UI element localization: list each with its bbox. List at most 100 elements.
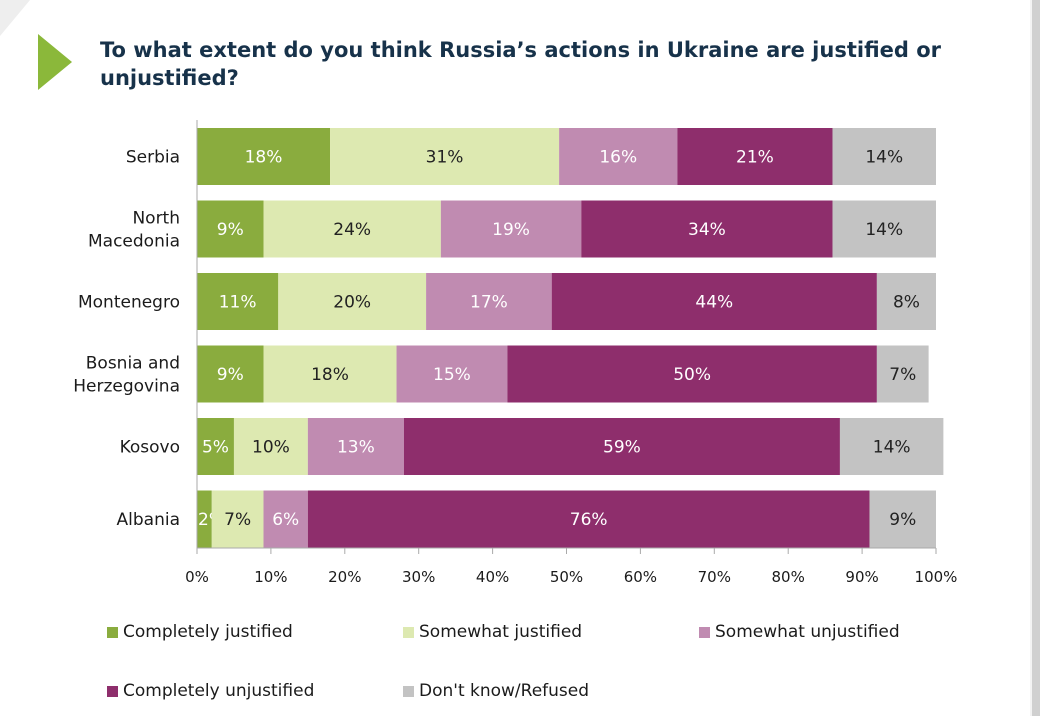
bar-bosnia-and-herzegovina-somewhat-justified <box>263 345 397 403</box>
bar-montenegro-don-t-know-refused <box>876 273 936 330</box>
legend-swatch <box>699 626 710 638</box>
legend-swatch <box>107 685 118 697</box>
data-label-serbia-don-t-know-refused: 14% <box>865 148 903 168</box>
data-label-montenegro-somewhat-unjustified: 17% <box>470 293 508 313</box>
slide-frame-border <box>1032 0 1040 716</box>
data-label-montenegro-somewhat-justified: 20% <box>333 293 371 313</box>
bar-kosovo-completely-justified <box>197 418 234 475</box>
bar-albania-somewhat-justified <box>211 490 264 548</box>
bar-serbia-completely-justified <box>197 128 331 185</box>
legend-item-somewhat-unjustified: Somewhat unjustified <box>699 622 900 642</box>
bar-kosovo-somewhat-unjustified <box>307 418 404 475</box>
legend-label: Somewhat justified <box>419 622 583 642</box>
bar-serbia-somewhat-justified <box>330 128 560 185</box>
bar-bosnia-and-herzegovina-somewhat-unjustified <box>396 345 508 403</box>
bar-kosovo-don-t-know-refused <box>839 418 944 475</box>
x-tick-label: 80% <box>772 568 805 586</box>
legend-swatch <box>403 626 414 638</box>
data-label-north-macedonia-somewhat-justified: 24% <box>333 220 371 240</box>
data-label-montenegro-completely-unjustified: 44% <box>695 293 733 313</box>
data-label-bosnia-and-herzegovina-completely-unjustified: 50% <box>673 365 711 385</box>
x-tick-label: 50% <box>550 568 583 586</box>
arrow-play-icon <box>38 34 72 90</box>
category-label-line: Albania <box>117 510 180 530</box>
bar-bosnia-and-herzegovina-don-t-know-refused <box>876 345 929 403</box>
x-tick-label: 10% <box>254 568 287 586</box>
bar-albania-completely-unjustified <box>307 490 870 548</box>
data-label-bosnia-and-herzegovina-somewhat-unjustified: 15% <box>433 365 471 385</box>
category-label-line: Serbia <box>126 148 180 168</box>
bar-montenegro-somewhat-unjustified <box>426 273 552 330</box>
category-label-line: Bosnia and <box>86 354 180 374</box>
bar-bosnia-and-herzegovina-completely-unjustified <box>507 345 877 403</box>
bar-serbia-somewhat-unjustified <box>559 128 678 185</box>
data-label-montenegro-completely-justified: 11% <box>219 293 257 313</box>
bar-albania-completely-justified <box>197 490 212 548</box>
legend-item-completely-justified: Completely justified <box>107 622 293 642</box>
legend-swatch <box>107 626 118 638</box>
bar-serbia-completely-unjustified <box>677 128 833 185</box>
x-tick-label: 60% <box>624 568 657 586</box>
legend-item-completely-unjustified: Completely unjustified <box>107 681 314 701</box>
bar-north-macedonia-don-t-know-refused <box>832 200 936 258</box>
slide-frame-inner <box>1030 0 1032 716</box>
x-tick-label: 0% <box>185 568 209 586</box>
bar-bosnia-and-herzegovina-completely-justified <box>197 345 264 403</box>
data-label-north-macedonia-don-t-know-refused: 14% <box>865 220 903 240</box>
chart-title: To what extent do you think Russia’s act… <box>100 38 942 90</box>
legend-label: Completely unjustified <box>123 681 315 701</box>
corner-decoration <box>0 0 72 90</box>
bar-albania-don-t-know-refused <box>869 490 936 548</box>
data-label-kosovo-completely-unjustified: 59% <box>603 438 641 458</box>
category-label-line: Kosovo <box>120 438 180 458</box>
category-label-bosnia-and-herzegovina: Bosnia and Herzegovina <box>73 354 180 397</box>
data-label-montenegro-don-t-know-refused: 8% <box>893 293 920 313</box>
data-label-kosovo-somewhat-justified: 10% <box>252 438 290 458</box>
x-tick-label: 70% <box>698 568 731 586</box>
category-label-serbia: Serbia <box>126 148 180 168</box>
bar-north-macedonia-completely-justified <box>197 200 264 258</box>
category-label-north-macedonia: North Macedonia <box>88 209 180 252</box>
category-label-line: North <box>132 209 180 229</box>
data-label-north-macedonia-completely-unjustified: 34% <box>688 220 726 240</box>
data-label-albania-completely-unjustified: 76% <box>570 510 608 530</box>
data-label-bosnia-and-herzegovina-completely-justified: 9% <box>217 365 244 385</box>
data-label-kosovo-completely-justified: 5% <box>202 438 229 458</box>
x-tick-label: 40% <box>476 568 509 586</box>
data-label-serbia-somewhat-justified: 31% <box>426 148 464 168</box>
x-tick-label: 100% <box>915 568 958 586</box>
legend-label: Somewhat unjustified <box>715 622 900 642</box>
category-label-line: Macedonia <box>88 232 180 252</box>
bar-albania-somewhat-unjustified <box>263 490 308 548</box>
bar-kosovo-completely-unjustified <box>403 418 840 475</box>
bar-serbia-don-t-know-refused <box>832 128 936 185</box>
corner-fold-shape <box>0 0 30 36</box>
bar-north-macedonia-somewhat-unjustified <box>440 200 582 258</box>
bar-montenegro-somewhat-justified <box>278 273 427 330</box>
category-label-albania: Albania <box>117 510 180 530</box>
bar-north-macedonia-somewhat-justified <box>263 200 441 258</box>
data-label-kosovo-somewhat-unjustified: 13% <box>337 438 375 458</box>
data-label-albania-somewhat-unjustified: 6% <box>272 510 299 530</box>
data-label-serbia-completely-unjustified: 21% <box>736 148 774 168</box>
legend-swatch <box>403 685 414 697</box>
x-tick-label: 90% <box>845 568 878 586</box>
data-label-serbia-somewhat-unjustified: 16% <box>599 148 637 168</box>
category-label-line: Montenegro <box>78 293 180 313</box>
legend-label: Don't know/Refused <box>419 681 590 701</box>
x-tick-label: 30% <box>402 568 435 586</box>
category-label-montenegro: Montenegro <box>78 293 180 313</box>
legend-item-don-t-know-refused: Don't know/Refused <box>403 681 589 701</box>
category-label-line: Herzegovina <box>73 377 180 397</box>
bar-montenegro-completely-justified <box>197 273 279 330</box>
data-label-bosnia-and-herzegovina-don-t-know-refused: 7% <box>889 365 916 385</box>
data-label-albania-don-t-know-refused: 9% <box>889 510 916 530</box>
data-label-kosovo-don-t-know-refused: 14% <box>873 438 911 458</box>
data-label-serbia-completely-justified: 18% <box>245 148 283 168</box>
data-label-north-macedonia-completely-justified: 9% <box>217 220 244 240</box>
data-label-albania-somewhat-justified: 7% <box>224 510 251 530</box>
bar-north-macedonia-completely-unjustified <box>581 200 833 258</box>
bar-kosovo-somewhat-justified <box>233 418 308 475</box>
data-label-bosnia-and-herzegovina-somewhat-justified: 18% <box>311 365 349 385</box>
